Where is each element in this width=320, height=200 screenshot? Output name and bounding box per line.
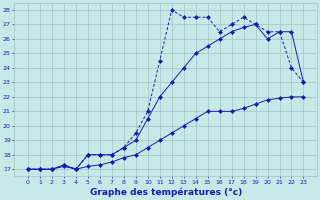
X-axis label: Graphe des températures (°c): Graphe des températures (°c) — [90, 188, 242, 197]
